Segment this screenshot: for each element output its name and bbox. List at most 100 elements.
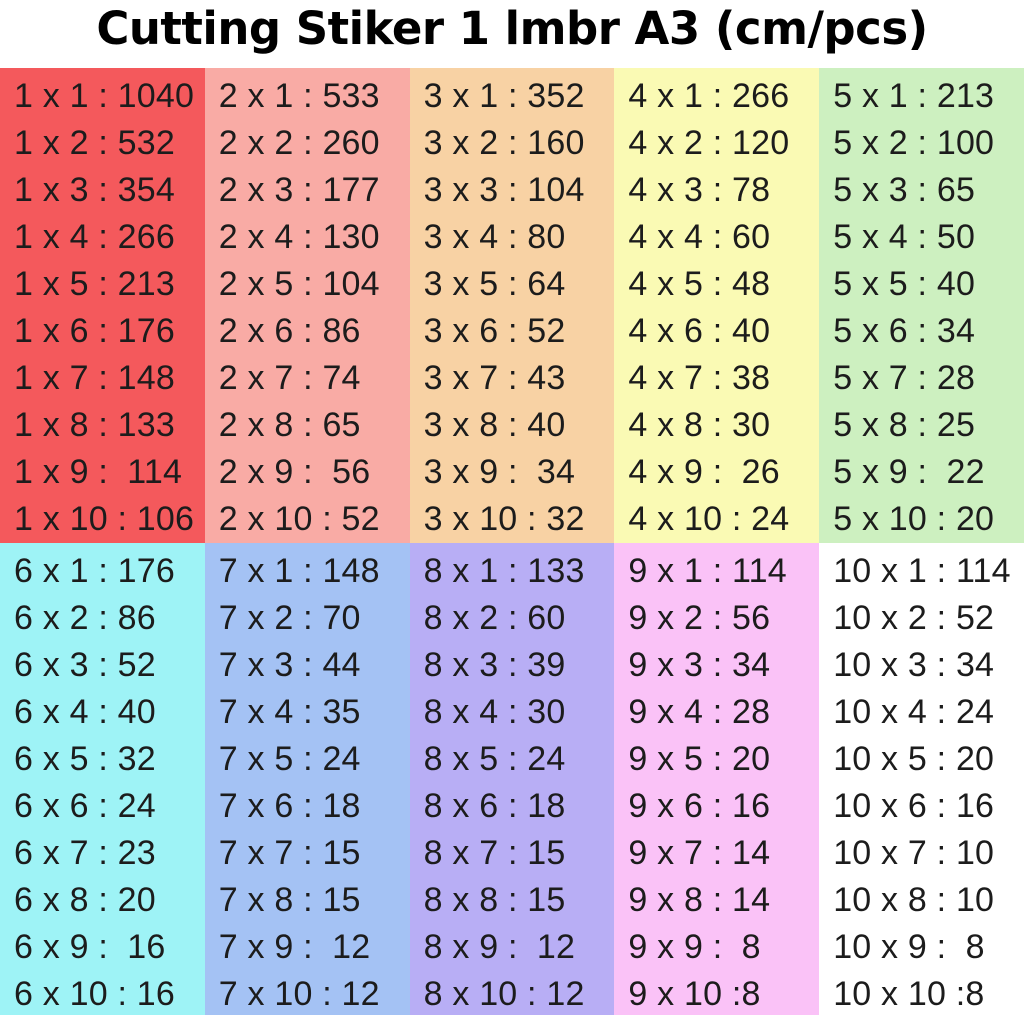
size-block-3: 3 x 1 : 352 3 x 2 : 160 3 x 3 : 104 3 x 4 :… — [409, 68, 615, 543]
size-entry-9-5: 9 x 5 : 20 — [628, 740, 771, 778]
size-grid: 1 x 1 : 1040 1 x 2 : 532 1 x 3 : 354 1 x 4 … — [0, 68, 1024, 1015]
size-entry-7-4: 7 x 4 : 35 — [218, 693, 361, 731]
size-entry-3-5: 3 x 5 : 64 — [423, 265, 566, 303]
size-entry-5-10: 5 x 10 : 20 — [833, 500, 995, 538]
size-entry-4-4: 4 x 4 : 60 — [628, 218, 771, 256]
size-entry-8-4: 8 x 4 : 30 — [423, 693, 566, 731]
size-entry-9-9: 9 x 9 : 8 — [628, 928, 761, 966]
size-entry-3-4: 3 x 4 : 80 — [423, 218, 566, 256]
size-entry-9-10: 9 x 10 :8 — [628, 975, 761, 1013]
size-entry-6-3: 6 x 3 : 52 — [14, 646, 156, 684]
size-entry-3-6: 3 x 6 : 52 — [423, 312, 566, 350]
size-entry-9-3: 9 x 3 : 34 — [628, 646, 771, 684]
size-entry-3-10: 3 x 10 : 32 — [423, 500, 585, 538]
size-entry-6-6: 6 x 6 : 24 — [14, 787, 156, 825]
size-entry-4-2: 4 x 2 : 120 — [628, 124, 790, 162]
size-block-7: 7 x 1 : 148 7 x 2 : 70 7 x 3 : 44 7 x 4 : 3… — [204, 543, 410, 1015]
size-entry-10-1: 10 x 1 : 114 — [833, 552, 1011, 590]
size-entry-10-6: 10 x 6 : 16 — [833, 787, 995, 825]
size-entry-2-7: 2 x 7 : 74 — [218, 359, 361, 397]
size-entry-4-1: 4 x 1 : 266 — [628, 77, 790, 115]
size-entry-1-6: 1 x 6 : 176 — [14, 312, 175, 350]
size-entry-5-8: 5 x 8 : 25 — [833, 406, 976, 444]
size-entry-4-6: 4 x 6 : 40 — [628, 312, 771, 350]
size-block-6: 6 x 1 : 176 6 x 2 : 86 6 x 3 : 52 6 x 4 : 4… — [0, 543, 205, 1015]
size-block-4: 4 x 1 : 266 4 x 2 : 120 4 x 3 : 78 4 x 4 : … — [614, 68, 820, 543]
size-entry-4-9: 4 x 9 : 26 — [628, 453, 780, 491]
size-entry-5-4: 5 x 4 : 50 — [833, 218, 976, 256]
size-entry-6-10: 6 x 10 : 16 — [14, 975, 175, 1013]
size-entry-1-3: 1 x 3 : 354 — [14, 171, 175, 209]
size-entry-2-4: 2 x 4 : 130 — [218, 218, 380, 256]
size-entry-10-9: 10 x 9 : 8 — [833, 928, 985, 966]
size-entry-3-7: 3 x 7 : 43 — [423, 359, 566, 397]
size-entry-4-5: 4 x 5 : 48 — [628, 265, 771, 303]
size-entry-6-2: 6 x 2 : 86 — [14, 599, 156, 637]
size-entry-5-5: 5 x 5 : 40 — [833, 265, 976, 303]
size-block-2: 2 x 1 : 533 2 x 2 : 260 2 x 3 : 177 2 x 4 :… — [204, 68, 410, 543]
size-entry-7-1: 7 x 1 : 148 — [218, 552, 380, 590]
size-entry-8-2: 8 x 2 : 60 — [423, 599, 566, 637]
size-entry-6-9: 6 x 9 : 16 — [14, 928, 166, 966]
size-entry-10-2: 10 x 2 : 52 — [833, 599, 995, 637]
size-entry-2-6: 2 x 6 : 86 — [218, 312, 361, 350]
size-entry-7-7: 7 x 7 : 15 — [218, 834, 361, 872]
size-entry-5-6: 5 x 6 : 34 — [833, 312, 976, 350]
size-entry-6-5: 6 x 5 : 32 — [14, 740, 156, 778]
size-entry-8-9: 8 x 9 : 12 — [423, 928, 576, 966]
size-entry-8-6: 8 x 6 : 18 — [423, 787, 566, 825]
size-entry-7-6: 7 x 6 : 18 — [218, 787, 361, 825]
size-entry-2-9: 2 x 9 : 56 — [218, 453, 371, 491]
size-entry-4-7: 4 x 7 : 38 — [628, 359, 771, 397]
size-entry-9-2: 9 x 2 : 56 — [628, 599, 771, 637]
size-entry-5-3: 5 x 3 : 65 — [833, 171, 976, 209]
size-entry-3-3: 3 x 3 : 104 — [423, 171, 585, 209]
size-entry-2-5: 2 x 5 : 104 — [218, 265, 380, 303]
size-entry-1-2: 1 x 2 : 532 — [14, 124, 175, 162]
size-entry-10-7: 10 x 7 : 10 — [833, 834, 995, 872]
size-entry-4-8: 4 x 8 : 30 — [628, 406, 771, 444]
size-entry-3-9: 3 x 9 : 34 — [423, 453, 576, 491]
size-entry-7-3: 7 x 3 : 44 — [218, 646, 361, 684]
size-entry-2-1: 2 x 1 : 533 — [218, 77, 380, 115]
size-entry-8-10: 8 x 10 : 12 — [423, 975, 585, 1013]
size-entry-7-10: 7 x 10 : 12 — [218, 975, 380, 1013]
size-entry-8-7: 8 x 7 : 15 — [423, 834, 566, 872]
size-entry-8-5: 8 x 5 : 24 — [423, 740, 566, 778]
size-entry-9-4: 9 x 4 : 28 — [628, 693, 771, 731]
size-entry-1-8: 1 x 8 : 133 — [14, 406, 175, 444]
size-entry-6-7: 6 x 7 : 23 — [14, 834, 156, 872]
size-entry-3-2: 3 x 2 : 160 — [423, 124, 585, 162]
size-entry-2-2: 2 x 2 : 260 — [218, 124, 380, 162]
size-entry-2-3: 2 x 3 : 177 — [218, 171, 380, 209]
size-entry-1-1: 1 x 1 : 1040 — [14, 77, 195, 115]
size-block-8: 8 x 1 : 133 8 x 2 : 60 8 x 3 : 39 8 x 4 : 3… — [409, 543, 615, 1015]
size-entry-6-4: 6 x 4 : 40 — [14, 693, 156, 731]
page-title: Cutting Stiker 1 lmbr A3 (cm/pcs) — [96, 2, 928, 55]
size-entry-5-2: 5 x 2 : 100 — [833, 124, 995, 162]
size-entry-8-3: 8 x 3 : 39 — [423, 646, 566, 684]
size-block-10: 10 x 1 : 114 10 x 2 : 52 10 x 3 : 34 10 x 4… — [819, 543, 1024, 1015]
size-entry-5-9: 5 x 9 : 22 — [833, 453, 985, 491]
size-block-9: 9 x 1 : 114 9 x 2 : 56 9 x 3 : 34 9 x 4 : 2… — [614, 543, 820, 1015]
size-entry-7-2: 7 x 2 : 70 — [218, 599, 361, 637]
size-entry-10-5: 10 x 5 : 20 — [833, 740, 995, 778]
size-entry-8-1: 8 x 1 : 133 — [423, 552, 585, 590]
size-entry-5-1: 5 x 1 : 213 — [833, 77, 995, 115]
size-entry-6-8: 6 x 8 : 20 — [14, 881, 156, 919]
size-entry-9-7: 9 x 7 : 14 — [628, 834, 771, 872]
size-entry-7-8: 7 x 8 : 15 — [218, 881, 361, 919]
size-entry-1-5: 1 x 5 : 213 — [14, 265, 175, 303]
size-entry-1-9: 1 x 9 : 114 — [14, 453, 183, 491]
size-entry-8-8: 8 x 8 : 15 — [423, 881, 566, 919]
size-entry-2-10: 2 x 10 : 52 — [218, 500, 380, 538]
size-entry-5-7: 5 x 7 : 28 — [833, 359, 976, 397]
size-entry-10-8: 10 x 8 : 10 — [833, 881, 995, 919]
size-entry-1-7: 1 x 7 : 148 — [14, 359, 175, 397]
size-entry-1-10: 1 x 10 : 106 — [14, 500, 195, 538]
size-entry-3-1: 3 x 1 : 352 — [423, 77, 585, 115]
size-entry-1-4: 1 x 4 : 266 — [14, 218, 175, 256]
size-entry-7-5: 7 x 5 : 24 — [218, 740, 361, 778]
size-block-5: 5 x 1 : 213 5 x 2 : 100 5 x 3 : 65 5 x 4 : … — [819, 68, 1024, 543]
